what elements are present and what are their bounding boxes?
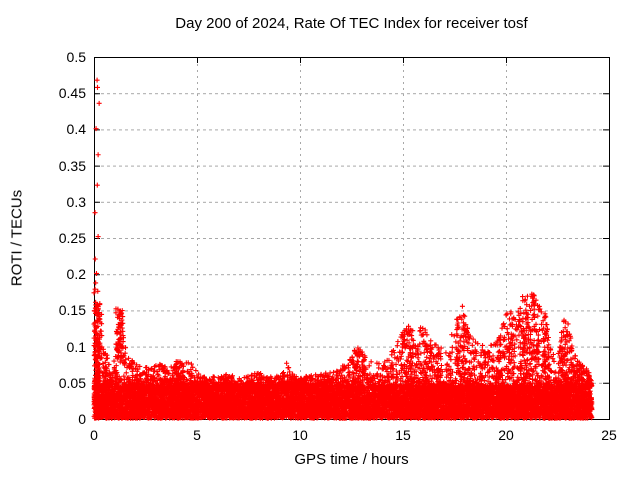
y-tick-label: 0 [78,411,86,427]
y-tick-label: 0.15 [58,302,86,319]
y-tick-label: 0.3 [66,193,86,210]
x-tick-label: 0 [90,427,98,443]
y-tick-label: 0.35 [58,157,86,174]
y-tick-label: 0.4 [66,121,86,138]
y-tick-label: 0.45 [58,85,86,102]
x-tick-label: 5 [193,427,201,443]
x-tick-label: 20 [498,427,514,443]
y-tick-label: 0.25 [58,230,86,246]
y-tick-label: 0.1 [66,338,86,355]
x-tick-label: 15 [395,427,411,443]
y-tick-label: 0.5 [66,49,86,65]
y-tick-label: 0.05 [58,374,86,391]
x-tick-label: 10 [292,427,308,443]
x-tick-label: 25 [601,427,617,443]
y-tick-label: 0.2 [66,266,86,283]
chart-title: Day 200 of 2024, Rate Of TEC Index for r… [175,15,528,32]
x-axis-label: GPS time / hours [294,451,409,468]
